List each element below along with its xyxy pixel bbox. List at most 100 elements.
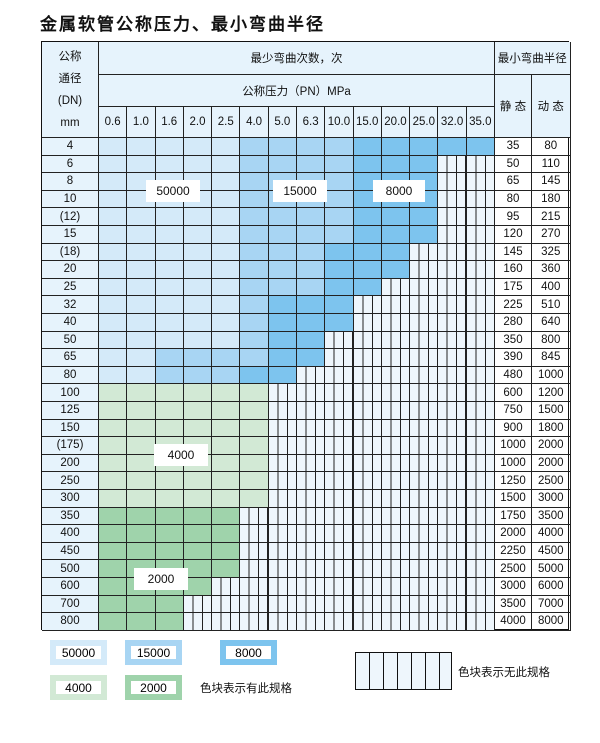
spec-cell-4000 <box>183 472 213 490</box>
no-spec-cell <box>466 190 495 209</box>
no-spec-cell <box>325 472 354 490</box>
no-spec-cell <box>268 542 297 561</box>
static-radius-cell: 1250 <box>495 472 532 490</box>
static-radius-cell: 3000 <box>495 578 532 596</box>
no-spec-cell <box>297 472 326 490</box>
dn-header-line: 公称 <box>58 50 82 63</box>
no-spec-cell <box>268 578 297 596</box>
no-spec-cell <box>410 278 439 297</box>
no-spec-cell <box>353 331 382 350</box>
no-spec-cell <box>410 366 439 385</box>
static-radius-cell: 900 <box>495 419 532 438</box>
spec-cell-4000 <box>99 472 128 490</box>
spec-cell-2000 <box>99 613 128 631</box>
no-spec-cell <box>353 490 382 508</box>
static-radius-cell: 280 <box>495 314 532 332</box>
spec-cell-4000 <box>212 454 241 473</box>
spec-cell-50000 <box>127 155 156 174</box>
spec-cell-50000 <box>127 349 156 367</box>
spec-cell-50000 <box>99 331 128 350</box>
no-spec-cell <box>466 173 495 191</box>
dn-header-line: (DN) <box>57 94 83 107</box>
dynamic-radius-cell: 845 <box>532 349 571 367</box>
no-spec-cell <box>183 595 213 614</box>
spec-cell-50000 <box>183 155 213 174</box>
spec-cell-50000 <box>127 261 156 279</box>
block-label-8000: 8000 <box>373 180 425 202</box>
dynamic-radius-cell: 325 <box>532 243 571 262</box>
pressure-col-header: 20.0 <box>381 107 411 138</box>
spec-cell-50000 <box>155 138 184 156</box>
no-spec-cell <box>410 507 439 526</box>
spec-cell-8000 <box>268 296 297 314</box>
spec-cell-2000 <box>99 578 128 596</box>
no-spec-cell <box>297 384 326 402</box>
dn-cell: 40 <box>42 314 99 332</box>
no-spec-cell <box>240 578 269 596</box>
spec-cell-2000 <box>127 507 156 526</box>
dynamic-radius-cell: 2500 <box>532 472 571 490</box>
no-spec-cell <box>410 595 439 614</box>
legend-has-spec-caption: 色块表示有此规格 <box>200 683 292 695</box>
dynamic-radius-cell: 640 <box>532 314 571 332</box>
pressure-radius-table: 公称 通径 (DN) mm 最少弯曲次数，次 公称压力（PN）MPa 最小弯曲半径静 态动 … <box>41 41 571 631</box>
spec-cell-8000 <box>297 296 326 314</box>
spec-cell-8000 <box>268 366 297 385</box>
spec-cell-15000 <box>155 366 184 385</box>
no-spec-cell <box>325 578 354 596</box>
spec-cell-50000 <box>212 155 241 174</box>
no-spec-cell <box>297 402 326 420</box>
no-spec-cell <box>325 613 354 631</box>
spec-cell-4000 <box>127 437 156 455</box>
spec-cell-4000 <box>155 490 184 508</box>
spec-cell-50000 <box>212 226 241 244</box>
no-spec-cell <box>438 155 467 174</box>
no-spec-cell <box>325 384 354 402</box>
no-spec-cell <box>353 384 382 402</box>
spec-cell-50000 <box>127 278 156 297</box>
spec-cell-2000 <box>183 525 213 543</box>
no-spec-cell <box>381 384 411 402</box>
dynamic-radius-cell: 400 <box>532 278 571 297</box>
no-spec-cell <box>240 542 269 561</box>
no-spec-cell <box>438 243 467 262</box>
spec-cell-8000 <box>353 243 382 262</box>
dn-cell: 500 <box>42 560 99 578</box>
spec-cell-8000 <box>353 261 382 279</box>
spec-cell-50000 <box>183 296 213 314</box>
spec-cell-4000 <box>99 402 128 420</box>
spec-cell-4000 <box>212 384 241 402</box>
no-spec-cell <box>353 525 382 543</box>
pressure-col-header: 4.0 <box>240 107 269 138</box>
no-spec-cell <box>466 595 495 614</box>
no-spec-cell <box>297 366 326 385</box>
no-spec-cell <box>410 454 439 473</box>
no-spec-cell <box>381 578 411 596</box>
spec-cell-15000 <box>297 278 326 297</box>
spec-cell-15000 <box>240 190 269 209</box>
no-spec-cell <box>466 507 495 526</box>
spec-cell-50000 <box>183 226 213 244</box>
legend-4000: 4000 <box>50 675 107 700</box>
no-spec-cell <box>410 314 439 332</box>
spec-cell-50000 <box>155 331 184 350</box>
dn-cell: 200 <box>42 454 99 473</box>
dynamic-radius-cell: 7000 <box>532 595 571 614</box>
spec-cell-50000 <box>127 138 156 156</box>
dn-cell: 65 <box>42 349 99 367</box>
no-spec-cell <box>410 296 439 314</box>
dn-cell: 50 <box>42 331 99 350</box>
no-spec-cell <box>325 419 354 438</box>
block-label-4000: 4000 <box>154 444 208 466</box>
no-spec-cell <box>297 542 326 561</box>
spec-cell-50000 <box>155 155 184 174</box>
spec-cell-50000 <box>183 261 213 279</box>
no-spec-cell <box>466 402 495 420</box>
no-spec-cell <box>297 595 326 614</box>
pressure-col-header: 10.0 <box>325 107 354 138</box>
spec-cell-2000 <box>212 525 241 543</box>
no-spec-cell <box>466 525 495 543</box>
no-spec-cell <box>466 542 495 561</box>
spec-cell-50000 <box>155 226 184 244</box>
dn-cell: 10 <box>42 190 99 209</box>
